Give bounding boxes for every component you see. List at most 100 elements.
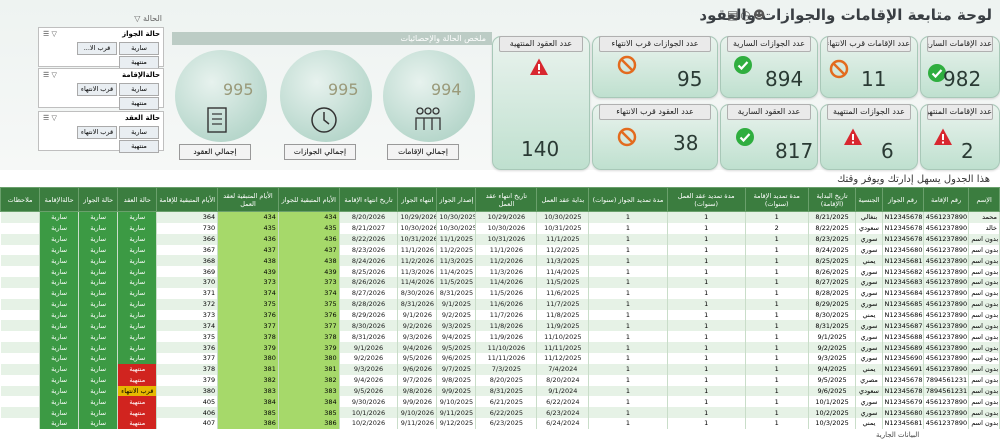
table-cell[interactable]: يمني — [855, 255, 883, 267]
table-cell[interactable]: 386 — [217, 418, 279, 429]
column-header[interactable]: تاريخ انتهاء عقد العمل — [475, 187, 538, 212]
table-cell[interactable]: 374 — [278, 287, 340, 299]
table-cell[interactable]: سارية — [78, 331, 119, 343]
table-cell[interactable]: 11/1/2025 — [436, 233, 477, 245]
table-cell[interactable]: 8/27/2026 — [339, 287, 399, 299]
table-cell[interactable]: 9/4/2025 — [808, 363, 857, 375]
table-cell[interactable]: 9/11/2026 — [397, 418, 438, 429]
table-cell[interactable]: 380 — [217, 352, 279, 364]
table-cell[interactable]: 4561237890 — [923, 211, 970, 223]
column-header[interactable]: رقم الجواز — [881, 187, 924, 212]
table-cell[interactable]: 1 — [667, 244, 746, 256]
filter-option[interactable]: منتهية — [119, 97, 159, 110]
table-cell[interactable]: 379 — [156, 374, 219, 386]
table-cell[interactable]: 1 — [667, 352, 746, 364]
table-cell[interactable]: سارية — [39, 396, 80, 408]
table-cell[interactable]: 8/31/2026 — [397, 298, 438, 310]
table-cell[interactable]: سوري — [855, 320, 883, 332]
table-cell[interactable]: 10/30/2025 — [436, 222, 477, 234]
table-cell[interactable]: 10/30/2026 — [397, 222, 438, 234]
filter-clear-icon[interactable]: ☰ ▽ — [43, 71, 57, 79]
table-cell[interactable]: 8/26/2026 — [339, 277, 399, 288]
table-cell[interactable]: 9/30/2026 — [339, 396, 399, 408]
table-cell[interactable] — [0, 309, 41, 321]
table-cell[interactable] — [0, 298, 41, 310]
table-cell[interactable]: 10/31/2026 — [397, 233, 438, 245]
table-cell[interactable]: 6/23/2024 — [536, 407, 590, 419]
table-cell[interactable] — [0, 222, 41, 234]
table-cell[interactable]: 7894561231 — [923, 374, 970, 386]
table-cell[interactable]: N12345681 — [882, 418, 924, 429]
table-cell[interactable]: بدون اسم — [968, 396, 1000, 408]
table-cell[interactable]: 8/21/2025 — [808, 211, 857, 223]
table-cell[interactable]: سارية — [117, 266, 158, 278]
table-cell[interactable]: سارية — [39, 211, 80, 223]
table-cell[interactable] — [0, 277, 41, 288]
column-header[interactable]: حالةالإقامة — [39, 187, 80, 212]
table-cell[interactable]: 1 — [588, 211, 668, 223]
table-cell[interactable]: 380 — [278, 352, 340, 364]
table-cell[interactable]: بدون اسم — [968, 352, 1000, 364]
column-header[interactable]: مدة تمديد عقد العمل (سنوات) — [666, 187, 746, 212]
table-cell[interactable]: بدون اسم — [968, 309, 1000, 321]
table-cell[interactable]: سارية — [117, 352, 158, 364]
table-cell[interactable]: 1 — [745, 255, 809, 267]
table-cell[interactable]: منتهية — [117, 418, 158, 429]
table-cell[interactable]: سارية — [39, 266, 80, 278]
table-cell[interactable]: يمني — [855, 309, 883, 321]
table-cell[interactable]: 9/11/2025 — [436, 407, 477, 419]
table-cell[interactable]: 11/11/2025 — [536, 342, 590, 353]
table-cell[interactable]: منتهية — [117, 374, 158, 386]
table-cell[interactable]: سارية — [117, 342, 158, 353]
table-cell[interactable]: 1 — [667, 407, 746, 419]
table-cell[interactable]: 1 — [588, 244, 668, 256]
table-cell[interactable]: 4561237890 — [923, 222, 970, 234]
table-cell[interactable]: 6/24/2024 — [536, 418, 590, 429]
table-cell[interactable] — [0, 352, 41, 364]
table-cell[interactable]: 1 — [588, 320, 668, 332]
table-cell[interactable]: منتهية — [117, 407, 158, 419]
table-cell[interactable]: 371 — [156, 287, 219, 299]
table-cell[interactable]: 374 — [156, 320, 219, 332]
table-cell[interactable]: سارية — [78, 309, 119, 321]
column-header[interactable]: تاريخ البداية (الإقامة) — [807, 187, 857, 212]
table-cell[interactable]: 11/12/2025 — [536, 352, 590, 364]
table-cell[interactable]: 8/30/2026 — [397, 287, 438, 299]
table-cell[interactable]: 11/6/2026 — [475, 298, 538, 310]
table-cell[interactable]: 11/2/2025 — [436, 244, 477, 256]
table-cell[interactable]: 1 — [588, 396, 668, 408]
table-cell[interactable]: 1 — [745, 277, 809, 288]
table-cell[interactable]: 11/4/2026 — [397, 277, 438, 288]
table-cell[interactable]: N12345683 — [882, 277, 924, 288]
table-cell[interactable]: N12345678 — [882, 385, 924, 397]
column-header[interactable]: ملاحظات — [0, 187, 41, 212]
table-cell[interactable]: 6/23/2025 — [475, 418, 538, 429]
table-cell[interactable]: سوري — [855, 287, 883, 299]
table-cell[interactable]: 4561237890 — [923, 396, 970, 408]
table-cell[interactable]: سارية — [39, 342, 80, 353]
table-cell[interactable]: 435 — [278, 222, 340, 234]
table-cell[interactable]: 380 — [156, 385, 219, 397]
table-cell[interactable]: 1 — [588, 363, 668, 375]
table-cell[interactable]: بدون اسم — [968, 287, 1000, 299]
table-cell[interactable]: 1 — [745, 385, 809, 397]
table-cell[interactable]: 4561237890 — [923, 309, 970, 321]
table-cell[interactable]: 9/5/2026 — [339, 385, 399, 397]
table-cell[interactable]: 1 — [667, 287, 746, 299]
table-cell[interactable]: سارية — [39, 244, 80, 256]
table-cell[interactable] — [0, 266, 41, 278]
table-cell[interactable]: 11/2/2026 — [397, 255, 438, 267]
table-cell[interactable]: 1 — [745, 407, 809, 419]
table-cell[interactable]: 11/7/2026 — [475, 309, 538, 321]
table-cell[interactable]: 368 — [156, 255, 219, 267]
table-cell[interactable]: سارية — [39, 255, 80, 267]
table-cell[interactable] — [0, 385, 41, 397]
table-cell[interactable]: سارية — [78, 298, 119, 310]
filter-option[interactable]: قرب الانتهاء — [77, 126, 117, 139]
table-cell[interactable]: 9/10/2025 — [436, 396, 477, 408]
table-cell[interactable]: سوري — [855, 352, 883, 364]
table-cell[interactable]: 10/2/2025 — [808, 407, 857, 419]
table-cell[interactable]: 10/30/2025 — [536, 211, 590, 223]
table-cell[interactable]: 376 — [217, 309, 279, 321]
table-cell[interactable]: سارية — [78, 287, 119, 299]
